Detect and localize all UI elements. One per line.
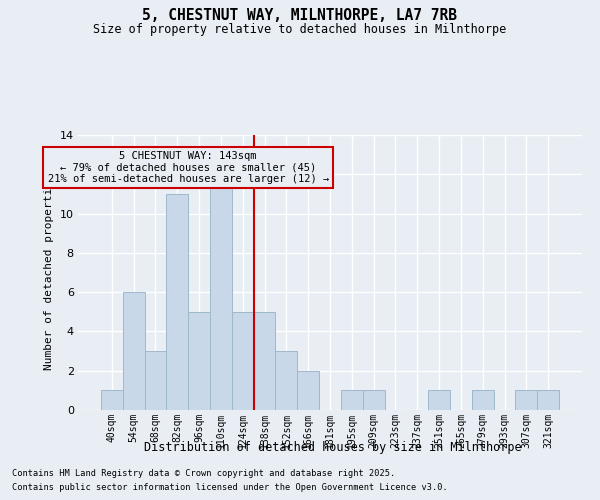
Text: Contains public sector information licensed under the Open Government Licence v3: Contains public sector information licen…	[12, 484, 448, 492]
Bar	[145, 351, 166, 410]
Text: 5, CHESTNUT WAY, MILNTHORPE, LA7 7RB: 5, CHESTNUT WAY, MILNTHORPE, LA7 7RB	[143, 8, 458, 22]
Bar	[428, 390, 450, 410]
Bar	[232, 312, 254, 410]
Bar	[297, 370, 319, 410]
Bar	[254, 312, 275, 410]
Bar	[101, 390, 123, 410]
Text: 5 CHESTNUT WAY: 143sqm
← 79% of detached houses are smaller (45)
21% of semi-det: 5 CHESTNUT WAY: 143sqm ← 79% of detached…	[47, 150, 329, 184]
Text: Contains HM Land Registry data © Crown copyright and database right 2025.: Contains HM Land Registry data © Crown c…	[12, 468, 395, 477]
Y-axis label: Number of detached properties: Number of detached properties	[44, 174, 54, 370]
Bar	[537, 390, 559, 410]
Bar	[210, 174, 232, 410]
Bar	[166, 194, 188, 410]
Bar	[123, 292, 145, 410]
Bar	[472, 390, 494, 410]
Bar	[188, 312, 210, 410]
Text: Distribution of detached houses by size in Milnthorpe: Distribution of detached houses by size …	[144, 441, 522, 454]
Bar	[341, 390, 363, 410]
Bar	[515, 390, 537, 410]
Bar	[363, 390, 385, 410]
Bar	[275, 351, 297, 410]
Text: Size of property relative to detached houses in Milnthorpe: Size of property relative to detached ho…	[94, 22, 506, 36]
